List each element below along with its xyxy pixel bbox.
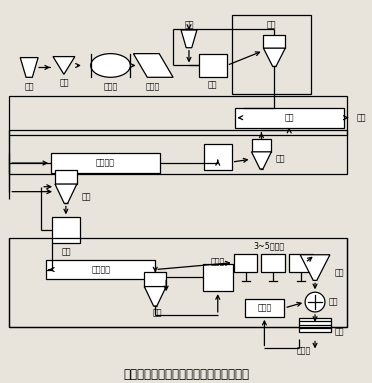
FancyBboxPatch shape [262, 254, 285, 272]
Text: 分级: 分级 [267, 21, 276, 29]
FancyBboxPatch shape [204, 144, 232, 170]
FancyBboxPatch shape [251, 139, 271, 152]
Text: 球磨: 球磨 [208, 81, 218, 90]
Text: 浓缩: 浓缩 [335, 268, 344, 277]
FancyBboxPatch shape [244, 299, 284, 317]
FancyBboxPatch shape [46, 260, 155, 279]
Polygon shape [53, 57, 75, 74]
FancyBboxPatch shape [234, 254, 257, 272]
Text: 分级: 分级 [275, 155, 285, 164]
Text: 再生液: 再生液 [257, 303, 272, 313]
FancyBboxPatch shape [52, 217, 80, 243]
FancyBboxPatch shape [199, 54, 227, 77]
Text: 筛分机: 筛分机 [146, 83, 160, 92]
FancyBboxPatch shape [203, 264, 232, 291]
Text: 尾矿: 尾矿 [357, 113, 366, 122]
Circle shape [305, 292, 325, 312]
Polygon shape [144, 286, 166, 306]
FancyBboxPatch shape [51, 153, 160, 173]
Ellipse shape [91, 54, 131, 77]
Polygon shape [251, 152, 271, 169]
Text: 细碎: 细碎 [184, 21, 194, 29]
Text: 矿堆: 矿堆 [59, 79, 69, 88]
Text: 球磨: 球磨 [61, 247, 71, 256]
Text: 酸浸: 酸浸 [329, 298, 339, 306]
Text: 粗选: 粗选 [285, 113, 294, 122]
Text: 分级: 分级 [82, 192, 91, 201]
FancyBboxPatch shape [263, 35, 285, 48]
Text: 过滤: 过滤 [335, 327, 344, 336]
Text: 3~5次精选: 3~5次精选 [254, 241, 285, 250]
FancyBboxPatch shape [299, 318, 331, 332]
Polygon shape [300, 255, 330, 280]
Text: 球磨机: 球磨机 [211, 257, 225, 266]
Polygon shape [55, 184, 77, 203]
FancyBboxPatch shape [235, 108, 344, 128]
Polygon shape [134, 54, 173, 77]
FancyBboxPatch shape [289, 254, 313, 272]
Text: 分级: 分级 [153, 308, 162, 318]
Text: 一次精选: 一次精选 [96, 159, 115, 168]
Text: 二次精选: 二次精选 [91, 265, 110, 274]
Polygon shape [263, 48, 285, 67]
Polygon shape [181, 30, 197, 48]
Text: 单一钼矿典型选矿工艺流程与设备配置图: 单一钼矿典型选矿工艺流程与设备配置图 [123, 368, 249, 381]
FancyBboxPatch shape [55, 170, 77, 184]
FancyBboxPatch shape [144, 272, 166, 286]
Text: 自磨机: 自磨机 [103, 83, 118, 92]
Polygon shape [20, 57, 38, 77]
Text: 粗碎: 粗碎 [25, 83, 34, 92]
Text: 钼精矿: 钼精矿 [297, 347, 311, 356]
